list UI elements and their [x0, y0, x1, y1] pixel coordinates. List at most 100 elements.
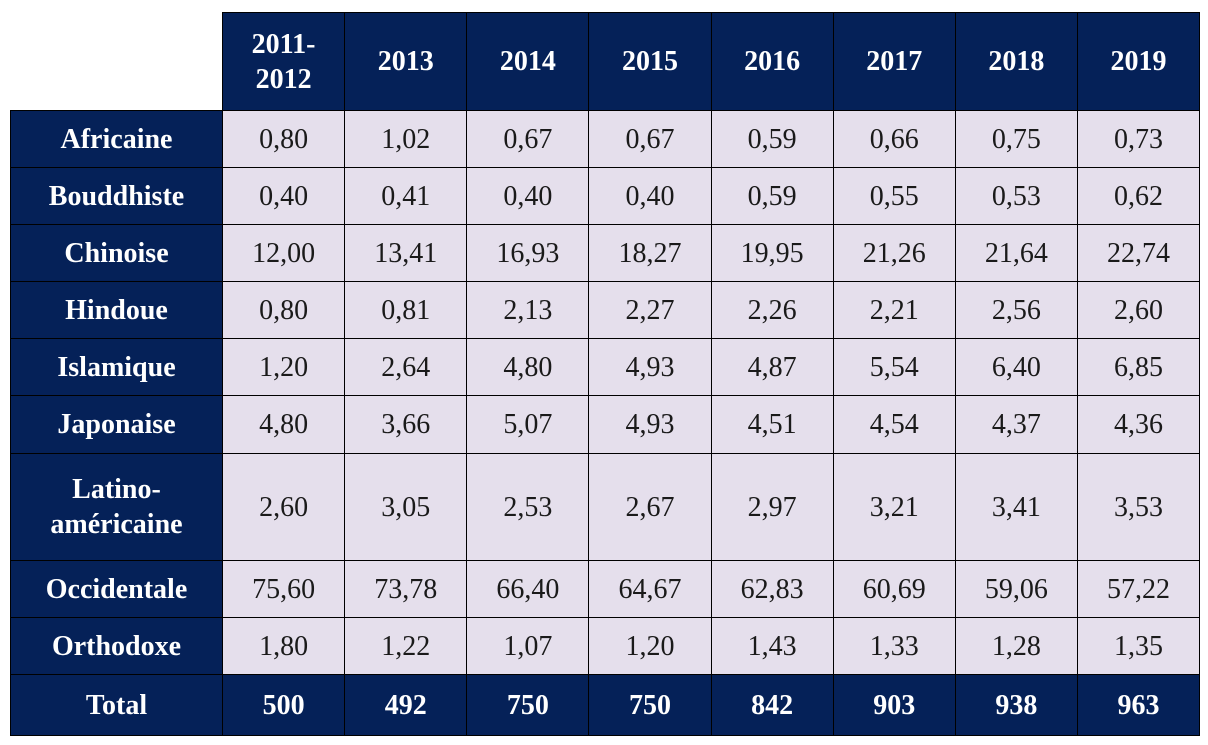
table-cell: 1,20: [589, 618, 712, 675]
table-cell: 1,33: [833, 618, 956, 675]
table-cell: 21,64: [955, 225, 1078, 282]
total-cell: 903: [833, 675, 956, 736]
table-cell: 1,43: [711, 618, 834, 675]
table-cell: 13,41: [345, 225, 468, 282]
table-cell: 0,55: [833, 168, 956, 225]
table-cell: 0,67: [467, 111, 590, 168]
total-cell: 938: [955, 675, 1078, 736]
table-cell: 2,64: [345, 339, 468, 396]
table-cell: 2,97: [711, 454, 834, 561]
row-header: Bouddhiste: [10, 168, 223, 225]
table-cell: 1,02: [345, 111, 468, 168]
column-header: 2014: [467, 12, 590, 111]
table-cell: 0,41: [345, 168, 468, 225]
table-cell: 1,20: [223, 339, 346, 396]
table-cell: 0,40: [223, 168, 346, 225]
table-cell: 0,80: [223, 111, 346, 168]
table-cell: 2,67: [589, 454, 712, 561]
table-cell: 4,51: [711, 396, 834, 454]
table-cell: 59,06: [955, 561, 1078, 618]
total-cell: 500: [223, 675, 346, 736]
row-header: Orthodoxe: [10, 618, 223, 675]
table-cell: 4,80: [223, 396, 346, 454]
table-cell: 5,54: [833, 339, 956, 396]
table-cell: 2,13: [467, 282, 590, 339]
total-cell: 492: [345, 675, 468, 736]
table-cell: 18,27: [589, 225, 712, 282]
row-header: Latino- américaine: [10, 454, 223, 561]
total-cell: 750: [589, 675, 712, 736]
table-cell: 2,27: [589, 282, 712, 339]
table-cell: 2,56: [955, 282, 1078, 339]
table-cell: 0,73: [1077, 111, 1200, 168]
table-cell: 5,07: [467, 396, 590, 454]
table-cell: 4,93: [589, 339, 712, 396]
table-cell: 4,80: [467, 339, 590, 396]
column-header: 2017: [833, 12, 956, 111]
data-table: 2011- 2012 2013 2014 2015 2016 2017 2018…: [10, 12, 1200, 736]
table-cell: 0,81: [345, 282, 468, 339]
table-cell: 1,35: [1077, 618, 1200, 675]
table-cell: 0,40: [467, 168, 590, 225]
table-cell: 0,67: [589, 111, 712, 168]
column-header: 2018: [955, 12, 1078, 111]
table-cell: 60,69: [833, 561, 956, 618]
table-cell: 0,80: [223, 282, 346, 339]
table-cell: 21,26: [833, 225, 956, 282]
table-cell: 66,40: [467, 561, 590, 618]
table-cell: 75,60: [223, 561, 346, 618]
table-cell: 4,37: [955, 396, 1078, 454]
column-header: 2011- 2012: [223, 12, 346, 111]
table-cell: 0,59: [711, 111, 834, 168]
table-cell: 64,67: [589, 561, 712, 618]
table-cell: 4,93: [589, 396, 712, 454]
table-cell: 2,60: [1077, 282, 1200, 339]
table-cell: 0,59: [711, 168, 834, 225]
row-header: Hindoue: [10, 282, 223, 339]
table-cell: 1,07: [467, 618, 590, 675]
column-header: 2015: [589, 12, 712, 111]
table-cell: 4,87: [711, 339, 834, 396]
table-cell: 0,40: [589, 168, 712, 225]
table-cell: 6,85: [1077, 339, 1200, 396]
column-header: 2019: [1077, 12, 1200, 111]
table-cell: 57,22: [1077, 561, 1200, 618]
table-cell: 0,66: [833, 111, 956, 168]
row-header: Islamique: [10, 339, 223, 396]
table-cell: 1,28: [955, 618, 1078, 675]
table-corner: [10, 12, 223, 111]
table-cell: 62,83: [711, 561, 834, 618]
table-cell: 1,80: [223, 618, 346, 675]
table-cell: 0,75: [955, 111, 1078, 168]
table-cell: 2,60: [223, 454, 346, 561]
row-header: Japonaise: [10, 396, 223, 454]
column-header: 2016: [711, 12, 834, 111]
table-cell: 3,41: [955, 454, 1078, 561]
table-cell: 73,78: [345, 561, 468, 618]
total-cell: 963: [1077, 675, 1200, 736]
total-cell: 750: [467, 675, 590, 736]
table-cell: 16,93: [467, 225, 590, 282]
table-cell: 6,40: [955, 339, 1078, 396]
total-row-header: Total: [10, 675, 223, 736]
table-cell: 4,54: [833, 396, 956, 454]
table-cell: 2,26: [711, 282, 834, 339]
column-header: 2013: [345, 12, 468, 111]
total-cell: 842: [711, 675, 834, 736]
table-cell: 3,05: [345, 454, 468, 561]
table-cell: 22,74: [1077, 225, 1200, 282]
table-cell: 3,53: [1077, 454, 1200, 561]
table-cell: 1,22: [345, 618, 468, 675]
table-cell: 12,00: [223, 225, 346, 282]
table-cell: 0,53: [955, 168, 1078, 225]
table-cell: 0,62: [1077, 168, 1200, 225]
table-cell: 2,21: [833, 282, 956, 339]
table-cell: 4,36: [1077, 396, 1200, 454]
table-cell: 19,95: [711, 225, 834, 282]
table-cell: 2,53: [467, 454, 590, 561]
row-header: Africaine: [10, 111, 223, 168]
table-cell: 3,66: [345, 396, 468, 454]
table-cell: 3,21: [833, 454, 956, 561]
row-header: Chinoise: [10, 225, 223, 282]
row-header: Occidentale: [10, 561, 223, 618]
